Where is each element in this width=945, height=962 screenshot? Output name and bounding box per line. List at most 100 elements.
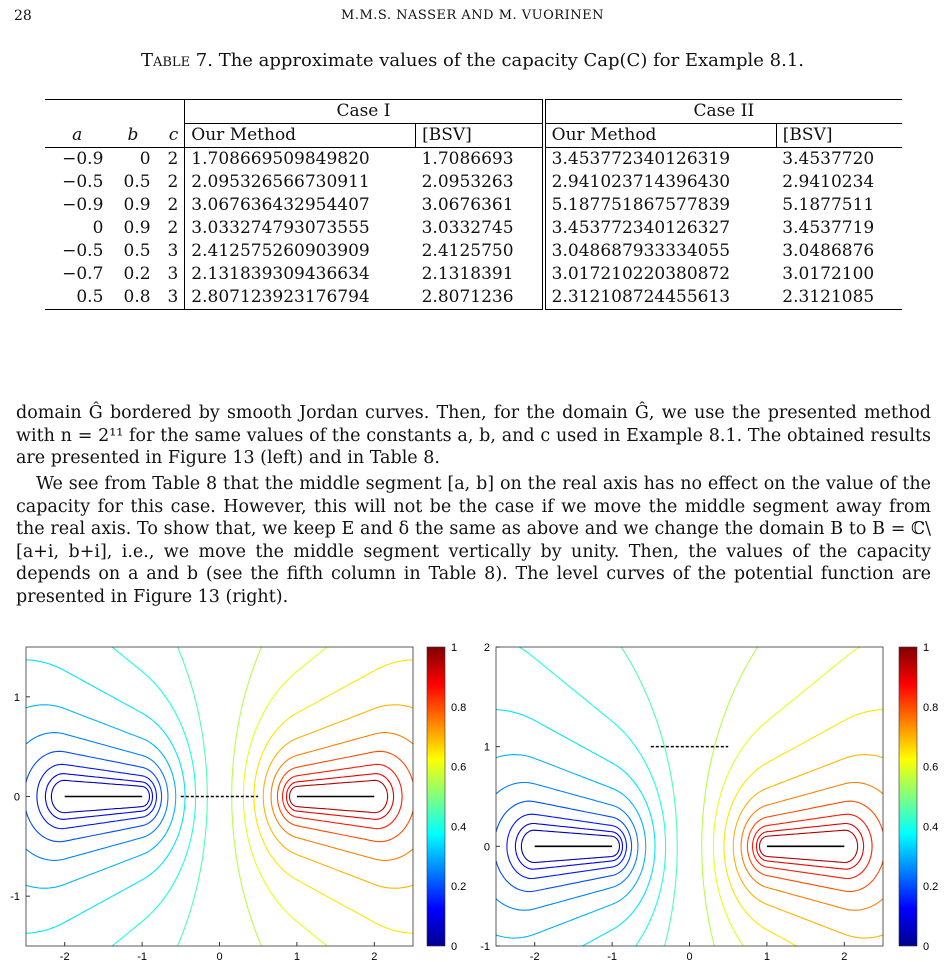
contour-line [111, 647, 197, 946]
contour-line [270, 732, 413, 861]
contour-line [746, 800, 883, 893]
cell-bsv-1: 3.0332745 [421, 218, 514, 238]
cell-a: −0.9 [62, 149, 104, 169]
col-b: b [109, 123, 157, 148]
cell-bsv-2: 2.9410234 [782, 172, 875, 192]
cell-a: −0.5 [62, 241, 104, 261]
x-tick-label: -2 [60, 951, 70, 962]
y-tick-label: -1 [10, 891, 20, 903]
cell-b: 0.5 [123, 241, 151, 261]
contour-line [253, 659, 413, 934]
table-caption-prefix: Table 7. [140, 50, 213, 71]
colorbar [426, 646, 446, 947]
cell-bsv-1: 2.1318391 [421, 264, 514, 284]
left-contour-plot: -2 -1 0 1 2 1 0 -1 1 0.8 0.6 0.4 0.2 0 [10, 642, 466, 962]
running-title: M.M.S. NASSER AND M. VUORINEN [341, 8, 604, 23]
cell-b: 0.2 [123, 264, 151, 284]
contour-line [36, 763, 158, 830]
cell-a: −0.5 [62, 172, 104, 192]
col-our-method-2: Our Method [541, 123, 777, 148]
table-row: −0.5 0.5 2 2.095326566730911 2.0953263 2.9410… [45, 171, 902, 194]
contour-line [26, 659, 186, 934]
contour-line [514, 822, 624, 870]
contour-line [285, 773, 395, 820]
contour-line [712, 647, 860, 946]
cell-our-method-2: 2.941023714396430 [541, 171, 777, 194]
x-tick-label: -1 [607, 951, 617, 962]
cell-c: 3 [156, 286, 185, 310]
table-row: −0.5 0.5 3 2.412575260903909 2.4125750 3.0486… [45, 240, 902, 263]
cell-a: 0 [92, 218, 104, 238]
cell-c: 3 [167, 264, 179, 284]
contour-line [740, 781, 883, 911]
cell-bsv-1: 3.0676361 [421, 195, 514, 215]
contour-line [496, 754, 647, 939]
header-case-1: Case I [184, 99, 544, 124]
contour-line [519, 647, 667, 946]
cell-our-method-2: 3.048687933334055 [541, 240, 777, 263]
x-tick-label: 0 [216, 951, 222, 962]
contour-line [26, 732, 169, 861]
colorbar-tick-label: 0.6 [451, 762, 466, 774]
cell-our-method-2: 2.312108724455613 [541, 286, 777, 310]
x-tick-label: 1 [764, 951, 770, 962]
cell-a: 0.5 [45, 286, 110, 310]
paragraph-1: domain Ĝ bordered by smooth Jordan curve… [16, 403, 931, 468]
cell-a: −0.7 [62, 264, 104, 284]
contour-line [177, 647, 208, 946]
cell-our-method-1: 2.807123923176794 [184, 286, 416, 310]
col-a: a [45, 123, 110, 148]
cell-bsv-2: 3.0172100 [782, 264, 875, 284]
y-tick-label: 0 [14, 792, 20, 804]
contour-line [506, 813, 628, 880]
x-tick-label: 1 [294, 951, 300, 962]
table-row: −0.7 0.2 3 2.131839309436634 2.1318391 3.0172… [45, 263, 902, 286]
table-header-blank [45, 99, 185, 124]
contour-line [26, 704, 177, 889]
table-row: 0.5 0.8 3 2.807123923176794 2.8071236 2.31210… [45, 286, 902, 310]
right-contour-plot: -2 -1 0 1 2 2 1 0 -1 1 0.8 0.6 0.4 0.2 0 [480, 642, 938, 962]
colorbar-tick-label: 0.4 [451, 821, 466, 833]
cell-our-method-1: 2.412575260903909 [184, 240, 416, 263]
cell-c: 3 [167, 241, 179, 261]
y-tick-label: -1 [480, 941, 490, 953]
contour-line [26, 750, 163, 843]
contour-line [242, 647, 328, 946]
contour-line [620, 647, 678, 946]
contour-line [755, 822, 865, 870]
contour-line [751, 813, 873, 880]
cell-c: 2 [167, 172, 179, 192]
colorbar-tick-label: 0.2 [451, 881, 466, 893]
col-c: c [156, 123, 185, 148]
x-tick-label: 2 [841, 951, 847, 962]
cell-our-method-1: 2.095326566730911 [184, 171, 416, 194]
y-tick-label: 2 [484, 642, 490, 654]
cell-our-method-1: 3.067636432954407 [184, 194, 416, 217]
y-tick-label: 1 [14, 692, 20, 704]
cell-bsv-2: 3.0486876 [782, 241, 875, 261]
cell-our-method-1: 2.131839309436634 [184, 263, 416, 286]
cell-a: −0.9 [62, 195, 104, 215]
x-tick-label: -1 [137, 951, 147, 962]
page-number: 28 [14, 8, 32, 24]
paragraph-2: We see from Table 8 that the middle segm… [16, 474, 931, 607]
cell-our-method-2: 3.453772340126319 [541, 147, 777, 171]
x-tick-label: -2 [530, 951, 540, 962]
table-caption: Table 7. The approximate values of the c… [0, 50, 945, 71]
contour-line [496, 709, 656, 946]
x-tick-label: 2 [371, 951, 377, 962]
cell-our-method-2: 3.453772340126327 [541, 217, 777, 240]
cell-our-method-2: 3.017210220380872 [541, 263, 777, 286]
contour-line [732, 754, 883, 939]
cell-b: 0.9 [123, 218, 151, 238]
table-caption-text: The approximate values of the capacity C… [218, 50, 804, 71]
contour-line [44, 773, 154, 820]
cell-b: 0.9 [123, 195, 151, 215]
cell-c: 2 [167, 218, 179, 238]
table-row: −0.9 0 2 1.708669509849820 1.7086693 3.453772… [45, 147, 902, 171]
table-row: 0 0.9 2 3.033274793073555 3.0332745 3.4537723… [45, 217, 902, 240]
colorbar [898, 646, 918, 947]
colorbar-tick-label: 0.6 [923, 762, 938, 774]
cell-our-method-1: 3.033274793073555 [184, 217, 416, 240]
contour-line [723, 709, 883, 946]
